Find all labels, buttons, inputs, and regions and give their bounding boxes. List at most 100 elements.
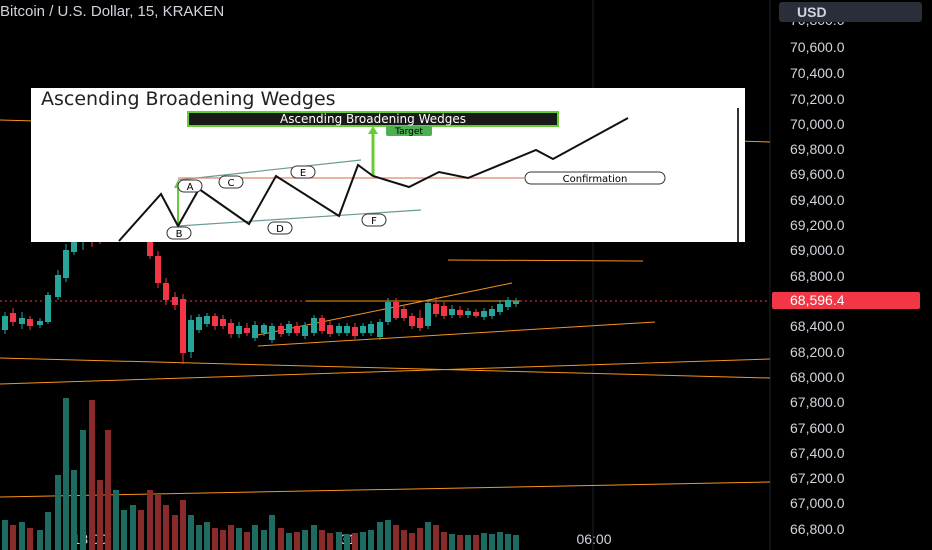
candle[interactable] xyxy=(286,321,292,336)
candle[interactable] xyxy=(425,299,431,329)
volume-bar xyxy=(89,400,95,550)
trendline-bottom[interactable] xyxy=(0,481,771,498)
symbol-title[interactable]: Bitcoin / U.S. Dollar, 15, KRAKEN xyxy=(0,3,225,20)
candle[interactable] xyxy=(180,294,186,364)
candle[interactable] xyxy=(45,292,51,324)
price-axis-label: 67,600.0 xyxy=(790,420,845,436)
svg-text:C: C xyxy=(228,178,235,189)
volume-bar xyxy=(457,535,463,550)
volume-bar xyxy=(188,515,194,550)
volume-bar xyxy=(80,430,86,550)
candle[interactable] xyxy=(385,298,391,325)
illustration-title: Ascending Broadening Wedges xyxy=(41,88,336,110)
candle[interactable] xyxy=(497,300,503,315)
price-axis-label: 68,800.0 xyxy=(790,268,845,284)
volume-bar xyxy=(449,534,455,550)
volume-bar xyxy=(473,535,479,550)
candle[interactable] xyxy=(401,306,407,321)
candle[interactable] xyxy=(489,306,495,319)
price-axis-label: 68,200.0 xyxy=(790,344,845,360)
candle[interactable] xyxy=(311,315,317,336)
candle[interactable] xyxy=(63,244,69,282)
candle[interactable] xyxy=(473,309,479,318)
candle[interactable] xyxy=(302,322,308,339)
volume-bar xyxy=(37,530,43,550)
wedge-point-label: A xyxy=(177,179,203,193)
trendline-ascending[interactable] xyxy=(0,358,771,385)
candle[interactable] xyxy=(505,297,511,310)
volume-bar xyxy=(261,530,267,550)
candle[interactable] xyxy=(172,292,178,310)
volume-bar xyxy=(10,525,16,550)
candle[interactable] xyxy=(433,297,439,317)
candle[interactable] xyxy=(409,313,415,329)
candle[interactable] xyxy=(228,319,234,338)
candle[interactable] xyxy=(449,305,455,318)
volume-bar xyxy=(465,535,471,550)
time-axis[interactable]: 18:003106:00 xyxy=(72,531,611,547)
candle[interactable] xyxy=(236,322,242,338)
candle[interactable] xyxy=(368,321,374,336)
candle[interactable] xyxy=(261,323,267,336)
candle[interactable] xyxy=(352,323,358,339)
trendline-horizontal[interactable] xyxy=(447,259,644,262)
candle[interactable] xyxy=(2,312,8,334)
volume-bar xyxy=(71,470,77,550)
candle[interactable] xyxy=(269,323,275,343)
candle[interactable] xyxy=(336,323,342,336)
price-axis-label: 69,800.0 xyxy=(790,141,845,157)
volume-bar xyxy=(302,530,308,550)
candle[interactable] xyxy=(393,298,399,320)
candle[interactable] xyxy=(204,313,210,327)
volume-bar xyxy=(228,525,234,550)
candle[interactable] xyxy=(441,302,447,319)
candle[interactable] xyxy=(220,315,226,329)
svg-text:E: E xyxy=(300,168,306,179)
candle[interactable] xyxy=(163,278,169,305)
volume-bar xyxy=(155,495,161,550)
volume-bar xyxy=(489,534,495,550)
trendline-descending[interactable] xyxy=(0,357,771,379)
candle[interactable] xyxy=(37,318,43,328)
currency-button[interactable]: USD xyxy=(779,2,922,22)
candle[interactable] xyxy=(294,322,300,336)
candle[interactable] xyxy=(457,306,463,318)
candle[interactable] xyxy=(513,298,519,307)
svg-text:B: B xyxy=(176,229,183,240)
candle[interactable] xyxy=(155,251,161,288)
candle[interactable] xyxy=(344,323,350,336)
pattern-illustration[interactable]: Ascending Broadening Wedges Ascending Br… xyxy=(31,88,745,242)
candle[interactable] xyxy=(417,310,423,331)
candle[interactable] xyxy=(465,308,471,318)
price-axis-label: 67,800.0 xyxy=(790,394,845,410)
candle[interactable] xyxy=(10,308,16,326)
candle[interactable] xyxy=(377,319,383,340)
wedge-point-label: F xyxy=(361,213,387,227)
volume-bar xyxy=(278,528,284,550)
price-axis-label: 70,600.0 xyxy=(790,39,845,55)
candle[interactable] xyxy=(319,315,325,334)
volume-bar xyxy=(121,510,127,550)
candle[interactable] xyxy=(55,270,61,300)
candle[interactable] xyxy=(19,312,25,329)
candle[interactable] xyxy=(27,316,33,330)
candle[interactable] xyxy=(481,308,487,320)
candle[interactable] xyxy=(212,313,218,330)
candle[interactable] xyxy=(360,323,366,336)
volume-bar xyxy=(409,533,415,550)
candle[interactable] xyxy=(327,321,333,337)
volume-bar xyxy=(360,532,366,550)
volume-bar xyxy=(425,522,431,550)
candle[interactable] xyxy=(278,323,284,337)
price-axis[interactable]: 70,800.070,600.070,400.070,200.070,000.0… xyxy=(790,12,845,537)
candle[interactable] xyxy=(252,321,258,341)
wedge-lower-line[interactable] xyxy=(257,321,656,347)
volume-bar xyxy=(252,525,258,550)
candle[interactable] xyxy=(244,323,250,336)
volume-bar xyxy=(180,500,186,550)
volume-bar xyxy=(130,505,136,550)
candle[interactable] xyxy=(188,315,194,358)
candle[interactable] xyxy=(196,314,202,333)
price-axis-label: 67,000.0 xyxy=(790,495,845,511)
